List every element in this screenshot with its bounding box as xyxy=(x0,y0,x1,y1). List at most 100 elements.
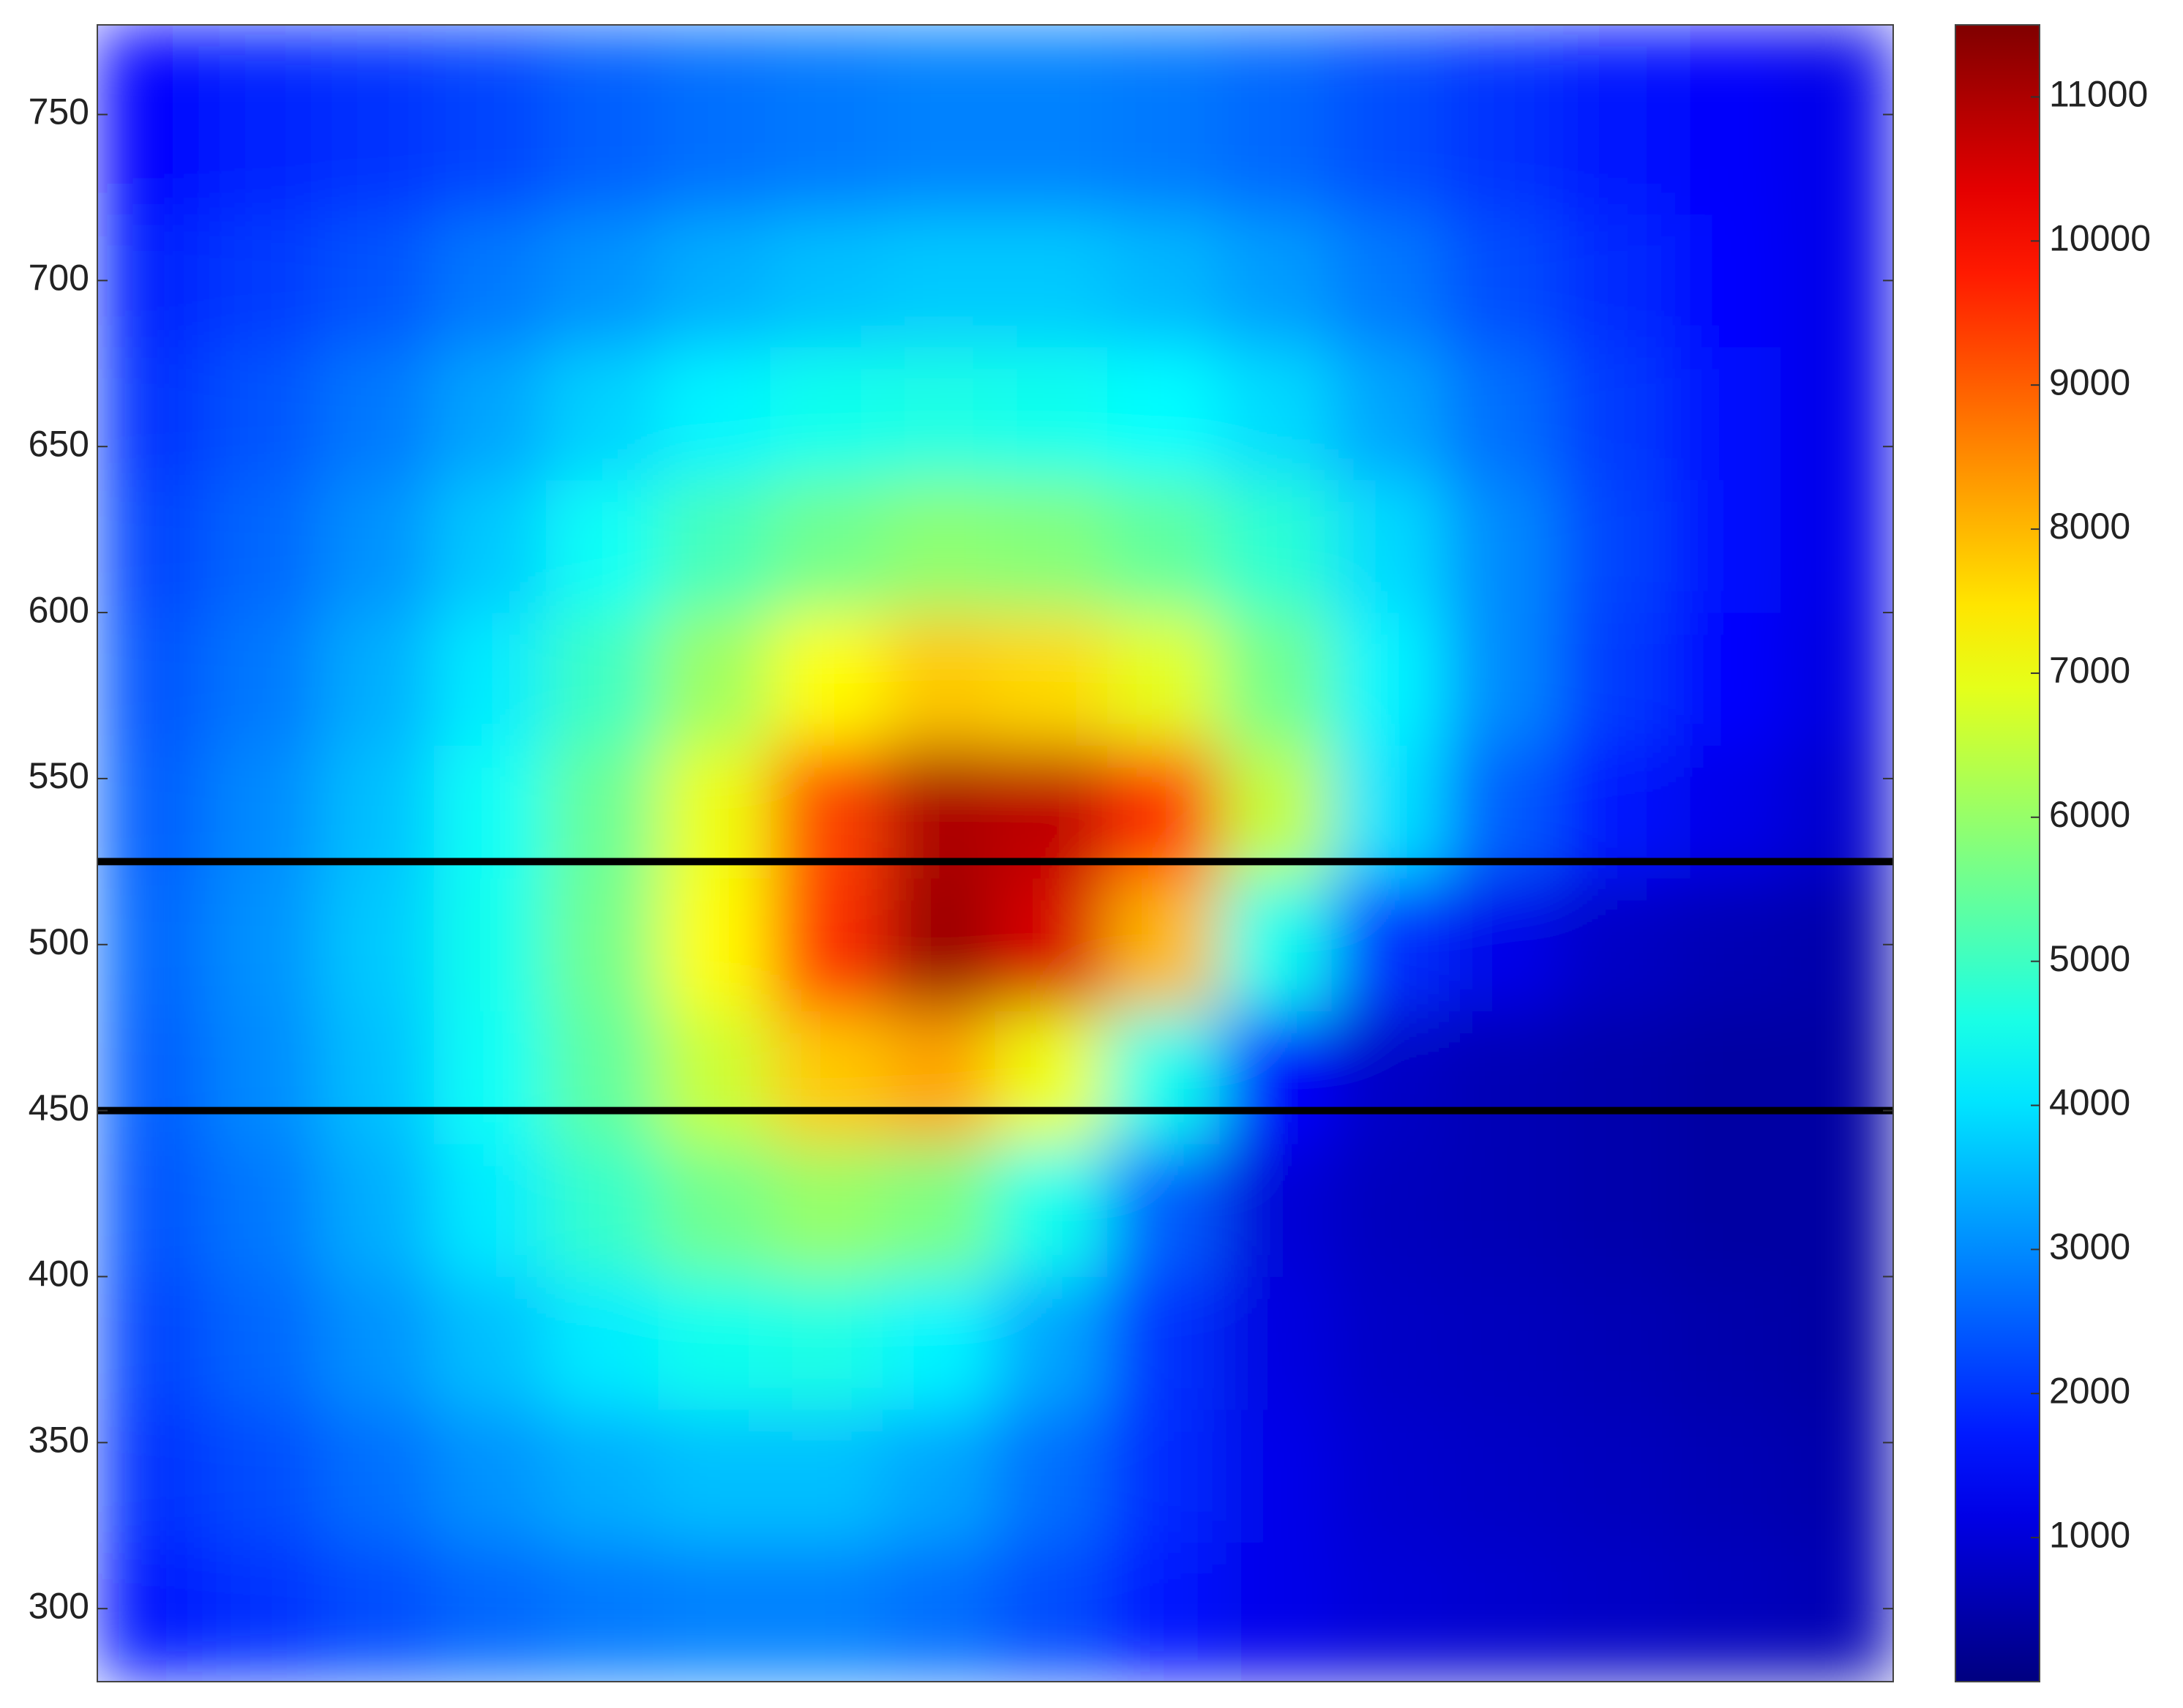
cell xyxy=(433,1541,547,1682)
cell xyxy=(1444,1409,1557,1543)
cell xyxy=(546,1276,659,1410)
cell xyxy=(433,1409,547,1543)
cell xyxy=(658,479,771,613)
cell xyxy=(883,1409,996,1543)
cell xyxy=(433,1276,547,1410)
cell xyxy=(1781,214,1893,348)
cell xyxy=(1219,25,1333,215)
cell xyxy=(209,214,323,348)
colorbar-tick-label: 3000 xyxy=(2049,1226,2130,1267)
cell xyxy=(658,745,771,879)
cell xyxy=(1781,1143,1893,1277)
cell xyxy=(658,1541,771,1682)
cell xyxy=(883,1011,996,1145)
cell xyxy=(209,1143,323,1277)
cell xyxy=(1444,1011,1557,1145)
cell xyxy=(995,877,1108,1012)
cell xyxy=(1331,214,1445,348)
cell xyxy=(321,1011,435,1145)
cell xyxy=(433,479,547,613)
cell xyxy=(1668,1011,1782,1145)
cell xyxy=(97,1143,210,1277)
cell xyxy=(770,612,884,746)
cell xyxy=(1556,1011,1669,1145)
cell xyxy=(1556,214,1669,348)
cell xyxy=(1444,1143,1557,1277)
cell xyxy=(1668,612,1782,746)
cell xyxy=(1107,346,1221,481)
cell xyxy=(1331,1011,1445,1145)
cell xyxy=(321,1276,435,1410)
cell xyxy=(97,877,210,1012)
cell xyxy=(658,1276,771,1410)
cell xyxy=(1556,25,1669,215)
cell xyxy=(209,612,323,746)
cell xyxy=(658,877,771,1012)
field xyxy=(97,25,1893,1682)
cell xyxy=(209,1409,323,1543)
cell xyxy=(1107,1409,1221,1543)
cell xyxy=(995,1011,1108,1145)
cell xyxy=(209,745,323,879)
cell xyxy=(1107,214,1221,348)
cell xyxy=(1668,745,1782,879)
cell xyxy=(321,479,435,613)
cell xyxy=(97,1541,210,1682)
y-tick-label: 350 xyxy=(29,1420,89,1461)
overlay: 300 350 400 450 500 550 600 650 700 750 1000 2000 30… xyxy=(29,24,2151,1682)
cell xyxy=(995,346,1108,481)
cell xyxy=(1219,346,1333,481)
cell xyxy=(209,346,323,481)
cell xyxy=(1444,346,1557,481)
colorbar-tick-label: 7000 xyxy=(2049,650,2130,691)
plot-frame xyxy=(97,24,1894,1682)
y-tick-label: 450 xyxy=(29,1087,89,1128)
cell xyxy=(433,214,547,348)
cell xyxy=(1219,1541,1333,1682)
colorbar-tick-label: 5000 xyxy=(2049,938,2130,979)
cell xyxy=(433,877,547,1012)
cell xyxy=(321,1409,435,1543)
cell xyxy=(1668,346,1782,481)
cell xyxy=(546,1541,659,1682)
cell xyxy=(883,25,996,215)
cell xyxy=(1219,1409,1333,1543)
cell xyxy=(1444,25,1557,215)
cell xyxy=(1781,1276,1893,1410)
cell xyxy=(1331,25,1445,215)
colorbar-tick-label: 4000 xyxy=(2049,1082,2130,1123)
cell xyxy=(1668,1541,1782,1682)
cell xyxy=(1444,1276,1557,1410)
cell xyxy=(321,1143,435,1277)
cell xyxy=(209,1276,323,1410)
cell xyxy=(97,1276,210,1410)
cell xyxy=(1331,612,1445,746)
cell xyxy=(770,214,884,348)
cell xyxy=(546,214,659,348)
cell xyxy=(1107,1143,1221,1277)
cell xyxy=(995,479,1108,613)
cell xyxy=(1556,612,1669,746)
cell xyxy=(209,1541,323,1682)
cell xyxy=(1556,1143,1669,1277)
cell xyxy=(1556,1541,1669,1682)
cell xyxy=(97,214,210,348)
y-tick-label: 400 xyxy=(29,1254,89,1295)
cell xyxy=(321,25,435,215)
colorbar-tick-label: 10000 xyxy=(2049,218,2151,259)
cell xyxy=(770,1276,884,1410)
cell xyxy=(546,877,659,1012)
cell xyxy=(1107,25,1221,215)
cell xyxy=(1331,1541,1445,1682)
cell xyxy=(546,346,659,481)
cell xyxy=(321,346,435,481)
cell xyxy=(995,1409,1108,1543)
cell xyxy=(209,1011,323,1145)
cell xyxy=(97,479,210,613)
cell xyxy=(97,1011,210,1145)
y-tick-label: 650 xyxy=(29,423,89,464)
cell xyxy=(658,214,771,348)
cell xyxy=(770,1541,884,1682)
cell xyxy=(1219,1011,1333,1145)
cell xyxy=(1331,1143,1445,1277)
